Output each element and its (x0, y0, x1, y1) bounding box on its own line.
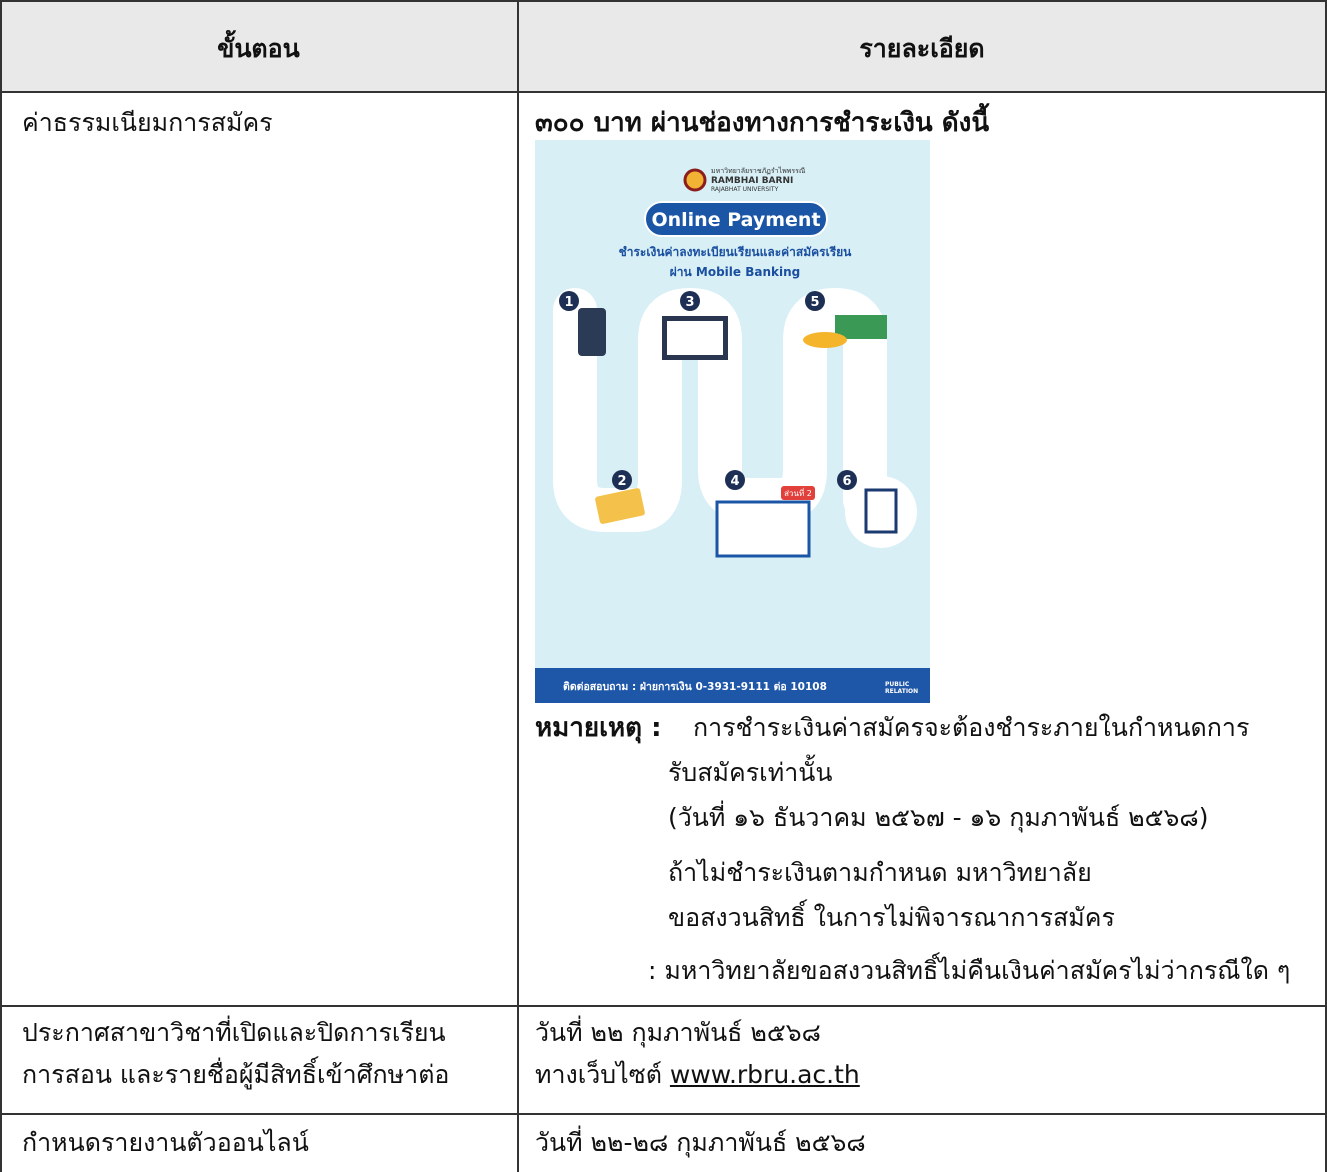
badge-bg (781, 486, 815, 500)
detail-cell: ทางเว็บไซต์ www.rbru.ac.th (535, 1062, 860, 1087)
coins-icon (803, 332, 847, 348)
border (0, 1113, 1327, 1115)
step-badges: 1 2 3 4 5 6 (559, 291, 857, 490)
step-number: 5 (810, 295, 819, 310)
detail-heading: ๓๐๐ บาท ผ่านช่องทางการชำระเงิน ดังนี้ (535, 108, 990, 138)
border (0, 0, 1327, 2)
poster-footer (535, 668, 930, 703)
poster-badge: ส่วนที่ 2 (784, 487, 812, 498)
step-cell: การสอน และรายชื่อผู้มีสิทธิ์เข้าศึกษาต่อ (22, 1060, 450, 1089)
step-cell: กำหนดรายงานตัวออนไลน์ (22, 1128, 309, 1157)
step-badge (680, 291, 700, 311)
header-cell: ขั้นตอน (217, 34, 300, 63)
note-line: ถ้าไม่ชำระเงินตามกำหนด มหาวิทยาลัย (668, 858, 1092, 887)
step-cell: ค่าธรรมเนียมการสมัคร (22, 108, 273, 137)
step-number: 2 (617, 474, 626, 489)
detail-cell: วันที่ ๒๒ กุมภาพันธ์ ๒๕๖๘ (535, 1018, 821, 1047)
step-badge (559, 291, 579, 311)
step-badge (805, 291, 825, 311)
border (517, 0, 519, 1172)
step-badge (612, 470, 632, 490)
poster-footer-badge: PUBLIC (885, 681, 910, 688)
border (0, 91, 1327, 93)
detail-cell: วันที่ ๒๒-๒๘ กุมภาพันธ์ ๒๕๖๘ (535, 1128, 866, 1157)
step-number: 1 (564, 295, 573, 310)
step-badge (837, 470, 857, 490)
website-link[interactable]: www.rbru.ac.th (669, 1060, 860, 1089)
poster-footer-badge: RELATION (885, 688, 918, 695)
poster-footer-text: ติดต่อสอบถาม : ฝ่ายการเงิน 0-3931-9111 ต… (563, 681, 827, 693)
poster-subtitle: ชำระเงินค่าลงทะเบียนเรียนและค่าสมัครเรีย… (619, 245, 853, 259)
note-line: (วันที่ ๑๖ ธันวาคม ๒๕๖๗ - ๑๖ กุมภาพันธ์ … (668, 803, 1209, 832)
step-badge (725, 470, 745, 490)
border (0, 0, 2, 1172)
monitor-icon (667, 321, 723, 355)
note-line: ขอสงวนสิทธิ์ ในการไม่พิจารณาการสมัคร (668, 903, 1115, 932)
step-cell: ประกาศสาขาวิชาที่เปิดและปิดการเรียน (22, 1018, 446, 1047)
header-bg (0, 0, 1327, 92)
step-number: 4 (730, 474, 739, 489)
border (1325, 0, 1327, 1172)
logo (683, 168, 707, 192)
doc-icon (864, 488, 898, 534)
note-label: หมายเหตุ : (535, 713, 662, 743)
money-icon (835, 315, 887, 339)
poster-text: RAMBHAI BARNI (711, 176, 793, 186)
step-number: 6 (842, 474, 851, 489)
title-pill (644, 201, 828, 237)
slip-icon (715, 500, 811, 558)
phone-icon (578, 308, 606, 356)
step-number: 3 (685, 295, 694, 310)
card-icon (595, 488, 645, 524)
poster-text: มหาวิทยาลัยราชภัฏรำไพพรรณี (711, 166, 806, 175)
note-line: : มหาวิทยาลัยขอสงวนสิทธิ์ไม่คืนเงินค่าสม… (648, 956, 1291, 985)
payment-poster: มหาวิทยาลัยราชภัฏรำไพพรรณี RAMBHAI BARNI… (535, 140, 930, 703)
poster-text: RAJABHAT UNIVERSITY (711, 186, 779, 193)
note-line: การชำระเงินค่าสมัครจะต้องชำระภายในกำหนดก… (693, 713, 1250, 742)
poster-title: Online Payment (651, 209, 820, 231)
note-line: รับสมัครเท่านั้น (668, 758, 833, 787)
detail-prefix: ทางเว็บไซต์ (535, 1060, 662, 1089)
header-cell: รายละเอียด (859, 34, 985, 63)
border (0, 1005, 1327, 1007)
poster-subtitle: ผ่าน Mobile Banking (670, 265, 800, 279)
